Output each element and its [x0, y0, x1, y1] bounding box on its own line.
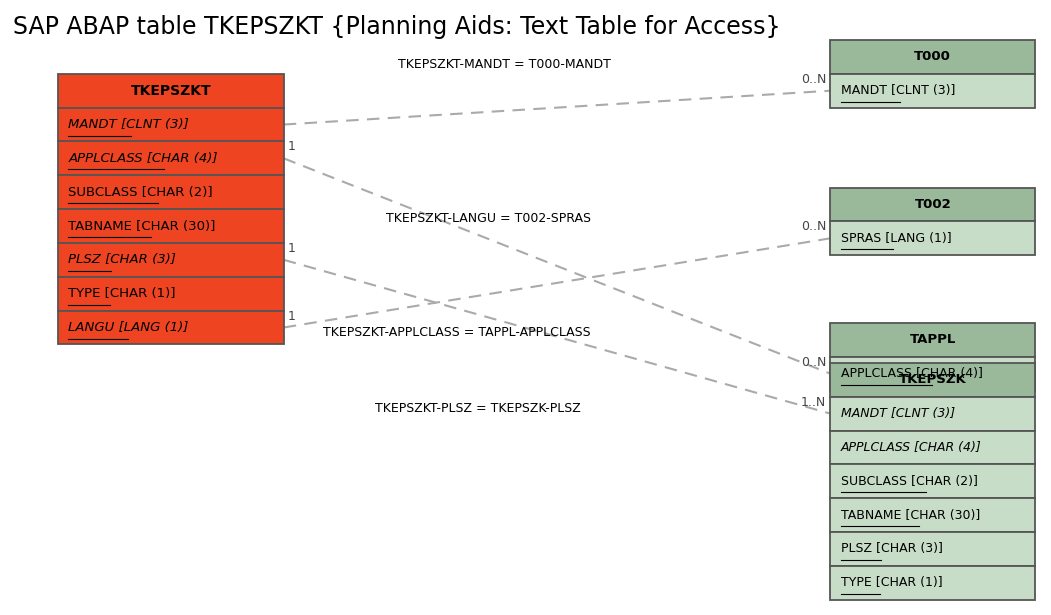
Text: 0..N: 0..N	[801, 73, 826, 86]
FancyBboxPatch shape	[58, 209, 284, 243]
FancyBboxPatch shape	[830, 566, 1035, 600]
Text: 1: 1	[288, 309, 295, 322]
Text: 1..N: 1..N	[801, 395, 826, 408]
Text: SPRAS [LANG (1)]: SPRAS [LANG (1)]	[841, 232, 951, 245]
Text: TKEPSZKT-MANDT = T000-MANDT: TKEPSZKT-MANDT = T000-MANDT	[398, 58, 611, 71]
Text: SUBCLASS [CHAR (2)]: SUBCLASS [CHAR (2)]	[841, 475, 977, 488]
Text: TKEPSZK: TKEPSZK	[899, 373, 967, 386]
Text: TKEPSZKT-PLSZ = TKEPSZK-PLSZ: TKEPSZKT-PLSZ = TKEPSZK-PLSZ	[375, 402, 581, 416]
Text: TABNAME [CHAR (30)]: TABNAME [CHAR (30)]	[841, 509, 980, 522]
Text: MANDT [CLNT (3)]: MANDT [CLNT (3)]	[841, 407, 955, 420]
Text: TKEPSZKT: TKEPSZKT	[130, 84, 211, 98]
FancyBboxPatch shape	[58, 277, 284, 311]
FancyBboxPatch shape	[830, 357, 1035, 391]
Text: TYPE [CHAR (1)]: TYPE [CHAR (1)]	[841, 576, 943, 589]
FancyBboxPatch shape	[830, 532, 1035, 566]
Text: TKEPSZKT-LANGU = T002-SPRAS: TKEPSZKT-LANGU = T002-SPRAS	[386, 212, 592, 225]
Text: T002: T002	[914, 198, 951, 211]
Text: 0..N: 0..N	[801, 220, 826, 234]
Text: TKEPSZKT-APPLCLASS = TAPPL-APPLCLASS: TKEPSZKT-APPLCLASS = TAPPL-APPLCLASS	[324, 325, 591, 339]
FancyBboxPatch shape	[830, 323, 1035, 357]
FancyBboxPatch shape	[830, 221, 1035, 255]
FancyBboxPatch shape	[58, 175, 284, 209]
Text: TABNAME [CHAR (30)]: TABNAME [CHAR (30)]	[68, 220, 215, 232]
FancyBboxPatch shape	[830, 464, 1035, 498]
FancyBboxPatch shape	[830, 74, 1035, 108]
FancyBboxPatch shape	[58, 108, 284, 141]
FancyBboxPatch shape	[830, 40, 1035, 74]
Text: APPLCLASS [CHAR (4)]: APPLCLASS [CHAR (4)]	[841, 441, 982, 454]
Text: 0..N: 0..N	[801, 355, 826, 368]
FancyBboxPatch shape	[830, 498, 1035, 532]
FancyBboxPatch shape	[830, 188, 1035, 221]
FancyBboxPatch shape	[58, 243, 284, 277]
FancyBboxPatch shape	[58, 311, 284, 344]
Text: TYPE [CHAR (1)]: TYPE [CHAR (1)]	[68, 287, 176, 300]
FancyBboxPatch shape	[830, 430, 1035, 464]
Text: 1: 1	[288, 242, 295, 255]
Text: PLSZ [CHAR (3)]: PLSZ [CHAR (3)]	[68, 253, 177, 266]
Text: APPLCLASS [CHAR (4)]: APPLCLASS [CHAR (4)]	[841, 367, 983, 380]
Text: PLSZ [CHAR (3)]: PLSZ [CHAR (3)]	[841, 542, 943, 555]
Text: SUBCLASS [CHAR (2)]: SUBCLASS [CHAR (2)]	[68, 186, 213, 199]
Text: 1: 1	[288, 140, 295, 154]
Text: MANDT [CLNT (3)]: MANDT [CLNT (3)]	[841, 84, 955, 97]
Text: TAPPL: TAPPL	[909, 333, 956, 346]
FancyBboxPatch shape	[58, 74, 284, 108]
FancyBboxPatch shape	[830, 397, 1035, 430]
FancyBboxPatch shape	[830, 363, 1035, 397]
Text: APPLCLASS [CHAR (4)]: APPLCLASS [CHAR (4)]	[68, 152, 218, 165]
Text: LANGU [LANG (1)]: LANGU [LANG (1)]	[68, 321, 189, 334]
FancyBboxPatch shape	[58, 141, 284, 175]
Text: T000: T000	[914, 50, 951, 63]
Text: SAP ABAP table TKEPSZKT {Planning Aids: Text Table for Access}: SAP ABAP table TKEPSZKT {Planning Aids: …	[13, 15, 780, 39]
Text: MANDT [CLNT (3)]: MANDT [CLNT (3)]	[68, 118, 189, 131]
